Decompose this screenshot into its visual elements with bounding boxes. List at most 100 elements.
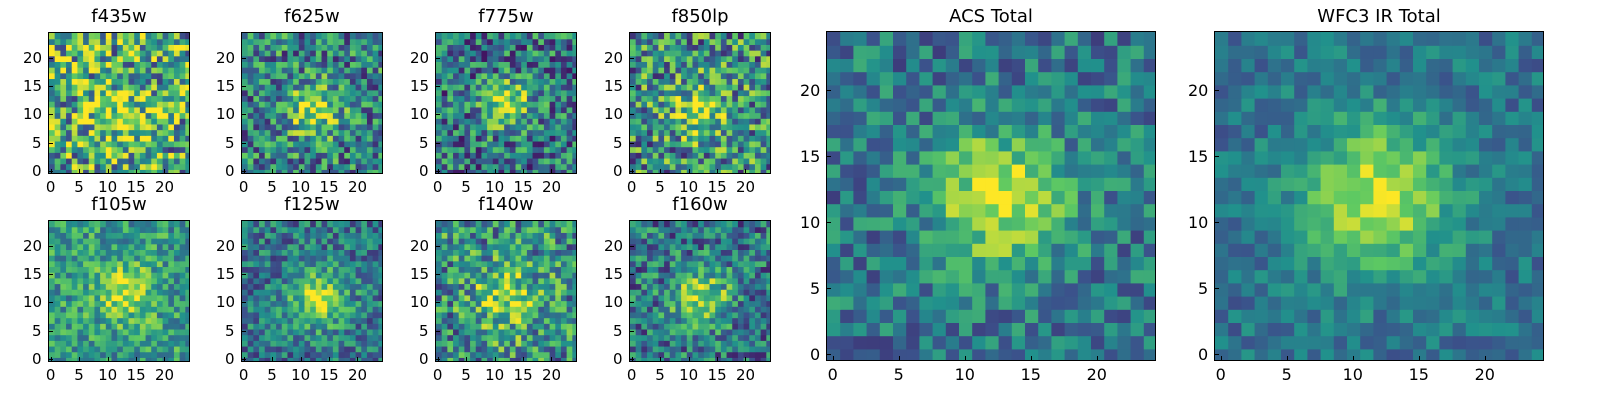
heatmap-cell [641,277,648,285]
heatmap-cell [344,101,351,108]
heatmap-cell [749,169,756,173]
panel-f850lp: f850lp 0 5 10 15 20 0 5 10 15 20 [581,0,781,196]
heatmap-cell [715,294,722,302]
heatmap-cell [156,135,164,142]
heatmap-cell [555,277,562,285]
heatmap-cell [464,340,471,347]
heatmap-cell [259,334,266,341]
heatmap-cell [264,351,271,358]
heatmap-cell [253,163,260,170]
heatmap-cell [327,118,334,125]
heatmap-cell [259,294,266,302]
heatmap-cell [134,50,141,57]
heatmap-cell [658,89,665,97]
heatmap-cell [111,135,118,142]
heatmap-cell [304,317,311,324]
y-tick-label: 15 [23,76,43,95]
heatmap-cell [681,300,688,307]
heatmap-cell [515,260,522,268]
heatmap-cell [560,294,568,302]
heatmap-cell [754,357,762,361]
heatmap-cell [128,340,135,347]
heatmap-cell [526,243,534,250]
heatmap-cell [276,260,283,268]
heatmap-cell [253,249,260,256]
heatmap-cell [100,89,107,97]
heatmap-cell [475,157,483,165]
heatmap-cell [521,95,528,102]
heatmap-cell [647,351,654,358]
heatmap-cell [372,106,379,114]
heatmap-cell [635,33,642,40]
heatmap-cell [652,300,659,307]
heatmap-cell [185,272,189,279]
heatmap-cell [287,129,294,136]
heatmap-cell [703,78,711,85]
heatmap-cell [145,294,152,302]
heatmap-cell [492,84,500,91]
heatmap-cell [298,67,306,74]
heatmap-cell [635,84,642,91]
heatmap-cell [151,135,158,142]
heatmap-cell [344,283,351,290]
heatmap-cell [276,311,283,319]
heatmap-cell [88,311,96,319]
heatmap-cell [122,272,130,279]
heatmap-cell [185,67,189,74]
heatmap-cell [122,101,130,108]
heatmap-cell [173,300,181,307]
heatmap-cell [675,340,682,347]
heatmap-cell [66,323,73,330]
heatmap-cell [179,44,186,51]
heatmap-cell [83,61,90,68]
heatmap-cell [134,345,141,353]
heatmap-cell [287,226,294,233]
heatmap-cell [647,334,654,341]
heatmap-cell [253,311,260,319]
heatmap-cell [338,334,345,341]
heatmap-cell [253,72,260,80]
heatmap-cell [77,33,84,40]
heatmap-cell [481,33,488,40]
heatmap-cell [145,243,152,250]
heatmap-cell [304,328,311,336]
heatmap-cell [560,334,568,341]
heatmap-cell [458,221,465,228]
heatmap-cell [703,169,711,173]
heatmap-cell [242,294,249,302]
heatmap-cell [71,311,78,319]
heatmap-cell [264,340,271,347]
heatmap-cell [487,226,494,233]
heatmap-cell [321,163,328,170]
heatmap-cell [139,72,147,80]
heatmap-cell [709,289,716,296]
heatmap-cell [372,357,379,361]
heatmap-cell [572,118,576,125]
heatmap-cell [515,140,522,148]
heatmap-cell [151,243,158,250]
heatmap-cell [703,146,711,153]
heatmap-cell [71,357,78,361]
heatmap-cell [720,169,728,173]
heatmap-cell [749,61,756,68]
heatmap-cell [538,306,545,313]
heatmap-cell [509,72,517,80]
heatmap-cell [128,50,135,57]
heatmap-cell [276,255,283,262]
heatmap-cell [344,300,351,307]
heatmap-cell [709,272,716,279]
heatmap-cell [298,146,306,153]
heatmap-cell [117,277,124,285]
heatmap-cell [749,328,756,336]
heatmap-cell [60,243,67,250]
heatmap-cell [315,112,323,119]
heatmap-cell [100,129,107,136]
heatmap-cell [310,112,317,119]
heatmap-cell [766,266,770,273]
heatmap-cell [487,317,494,324]
heatmap-cell [71,340,78,347]
heatmap-cell [538,67,545,74]
heatmap-cell [658,289,665,296]
heatmap-cell [720,311,728,319]
heatmap-cell [726,112,733,119]
